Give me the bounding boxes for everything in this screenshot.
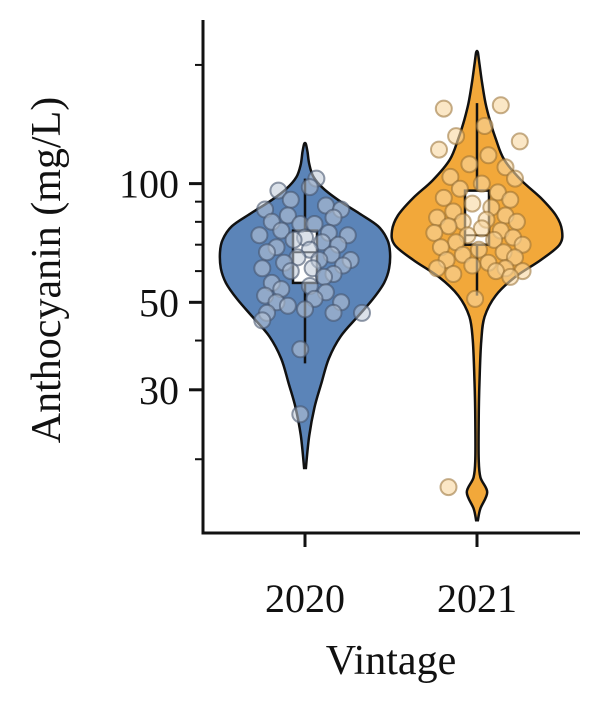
data-point-2021-1 [491, 96, 510, 115]
data-point-2021-0 [434, 99, 453, 118]
data-point-2020-11 [305, 215, 324, 233]
data-point-2020-22 [258, 243, 276, 262]
data-point-2021-4 [510, 132, 529, 151]
data-point-2020-42 [278, 296, 297, 315]
data-point-2021-40 [463, 256, 482, 275]
data-point-2020-43 [296, 300, 314, 319]
x-ticks: 2020 2021 [265, 533, 517, 621]
y-tick-label-30: 30 [139, 368, 179, 413]
x-tick-label-2021: 2021 [437, 576, 517, 621]
x-tick-label-2020: 2020 [265, 576, 345, 621]
data-point-2021-14 [434, 188, 453, 207]
data-point-2020-44 [324, 303, 343, 322]
data-point-2020-12 [272, 221, 291, 240]
data-point-2021-42 [428, 259, 447, 278]
data-point-2021-23 [507, 212, 526, 231]
data-point-2021-47 [466, 289, 485, 308]
data-point-2021-48 [439, 478, 458, 497]
data-point-2020-47 [253, 311, 272, 330]
data-point-2020-7 [278, 206, 297, 225]
data-point-2020-8 [324, 208, 343, 227]
data-point-2021-6 [479, 146, 498, 165]
data-point-2020-14 [250, 226, 269, 245]
data-point-2021-44 [444, 265, 463, 283]
data-point-2021-25 [472, 219, 491, 238]
data-point-2021-10 [506, 169, 524, 188]
data-point-2020-3 [281, 190, 300, 209]
axes [201, 20, 580, 535]
data-point-2021-9 [441, 167, 460, 186]
data-point-2021-27 [425, 223, 444, 242]
data-point-2021-8 [496, 158, 515, 177]
data-point-2021-46 [501, 267, 520, 286]
data-point-2020-30 [253, 259, 272, 278]
data-point-2021-15 [501, 190, 520, 209]
x-axis-title: Vintage [326, 638, 456, 684]
data-point-2020-31 [281, 262, 300, 281]
y-axis-title: Anthocyanin (mg/L) [24, 97, 70, 443]
data-point-2021-2 [475, 117, 494, 135]
data-point-2020-1 [300, 178, 319, 197]
data-point-2020-33 [315, 267, 333, 286]
y-tick-label-50: 50 [139, 280, 179, 325]
data-point-2020-17 [284, 230, 303, 249]
y-tick-label-100: 100 [119, 162, 179, 207]
data-point-2021-11 [472, 174, 491, 193]
data-point-2020-49 [291, 405, 310, 424]
data-point-2021-3 [447, 127, 466, 146]
data-point-2021-7 [460, 155, 479, 174]
data-point-2021-24 [439, 217, 458, 236]
data-point-2020-48 [291, 340, 310, 359]
data-point-2021-12 [450, 179, 469, 198]
data-point-2021-5 [430, 140, 448, 159]
points-layer [250, 96, 532, 497]
data-point-2020-2 [269, 181, 288, 200]
y-ticks: 30 50 100 [119, 63, 203, 461]
data-point-2020-46 [353, 303, 371, 322]
data-point-2021-16 [463, 194, 482, 213]
data-point-2021-34 [469, 240, 488, 259]
data-point-2021-30 [485, 230, 504, 249]
